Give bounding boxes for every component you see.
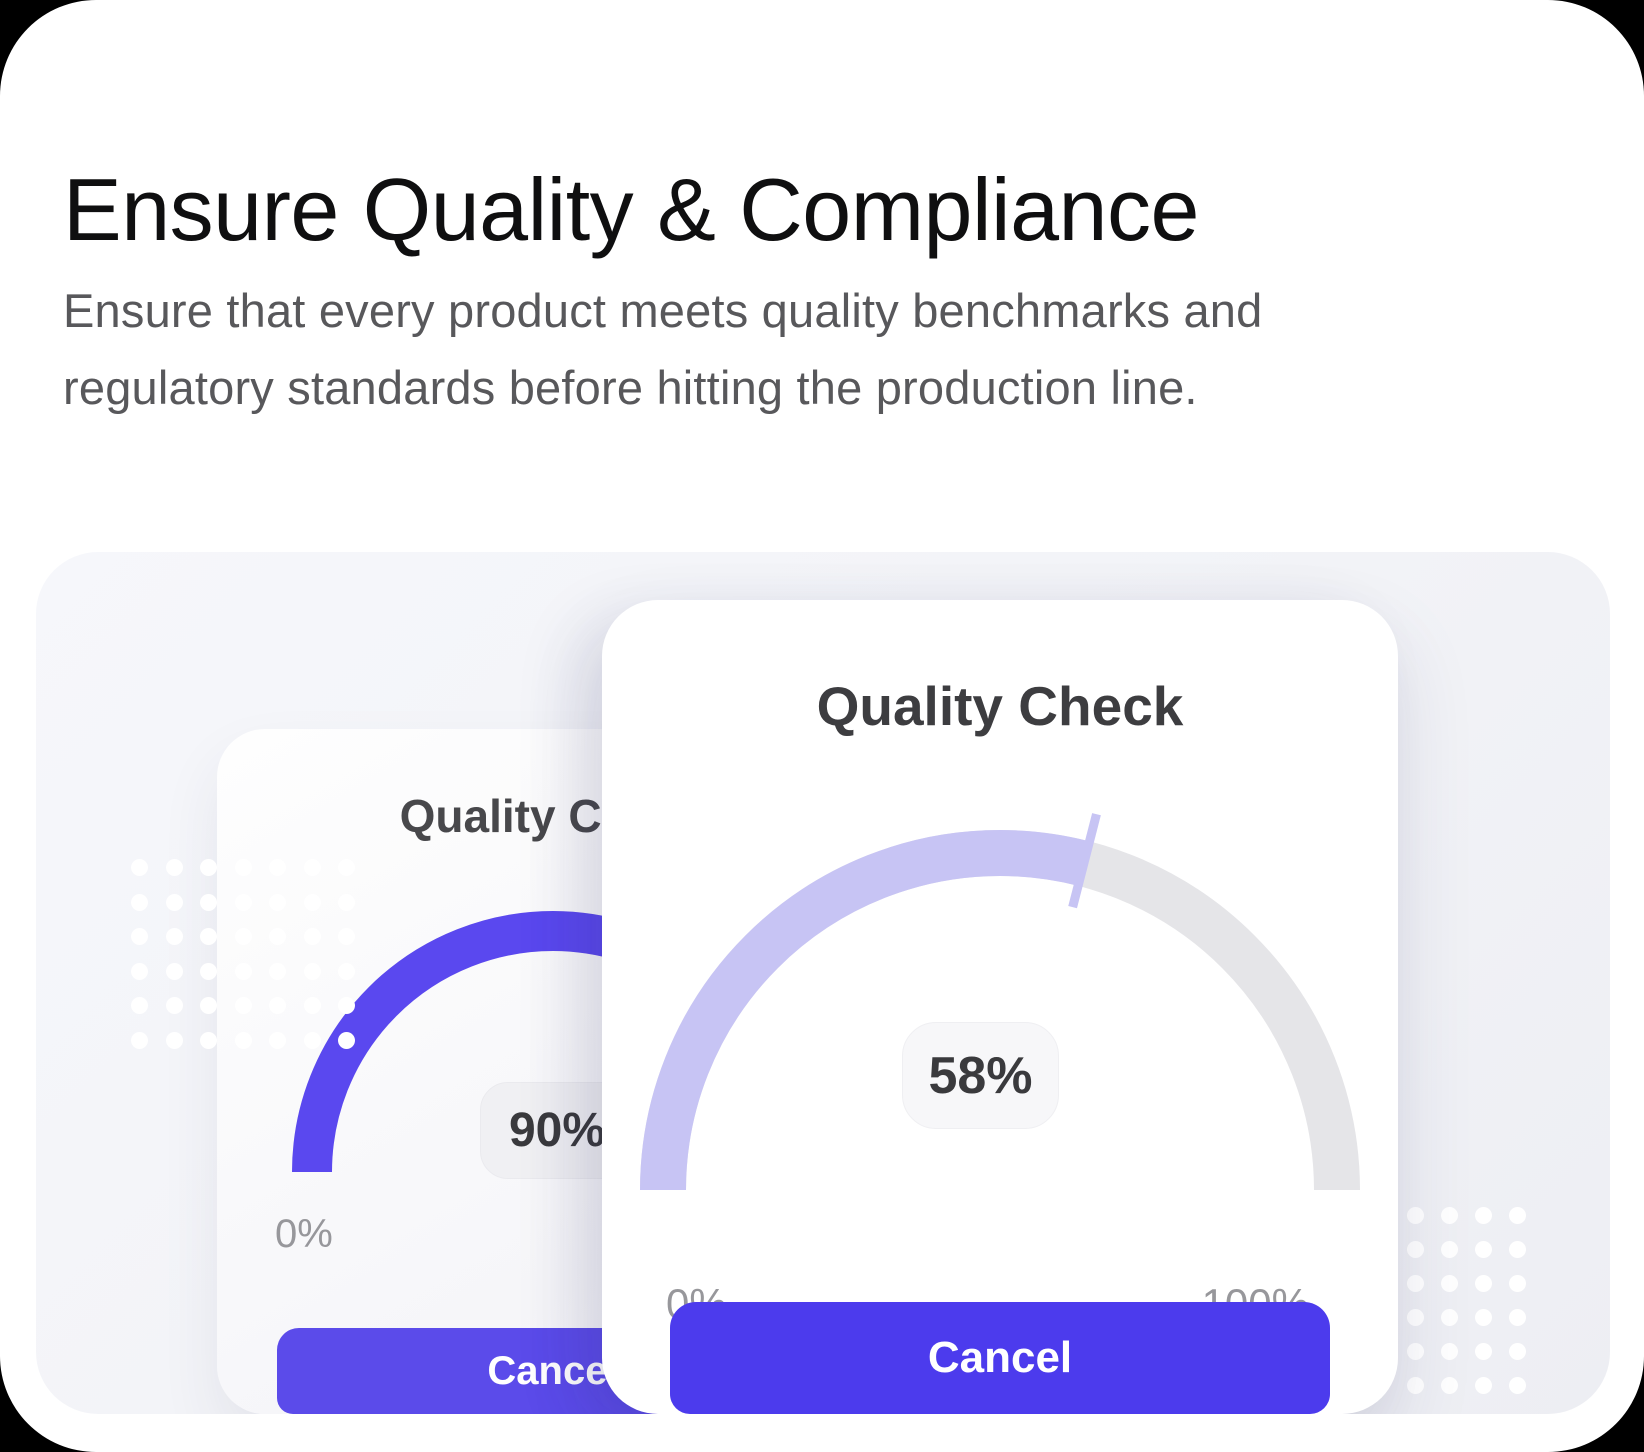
card-title: Quality Check [816,675,1184,737]
decorative-dot [1509,1275,1526,1292]
decorative-dot [1407,1241,1424,1258]
gauge-needle-tick [1068,813,1101,909]
page-title: Ensure Quality & Compliance [63,159,1199,259]
decorative-dot [269,893,286,911]
decorative-dot [131,962,148,980]
decorative-dot [269,859,286,876]
decorative-dot [234,997,252,1014]
decorative-dot [165,928,183,945]
decorative-dot [234,928,252,945]
decorative-dot [1509,1207,1526,1224]
decorative-dot [131,928,148,945]
gauge-fill-arc [640,830,1360,1191]
decorative-dot [165,962,183,980]
decorative-dot [1475,1377,1492,1394]
decorative-dot [1441,1377,1458,1394]
decorative-dot [200,997,217,1014]
decorative-dot [200,859,217,876]
decorative-dot [303,997,321,1014]
decorative-dot [338,928,355,945]
decorative-dot [303,893,321,911]
decorative-dot [1509,1309,1526,1326]
decorative-dot [1441,1207,1458,1224]
cancel-button[interactable]: Cancel [670,1302,1330,1414]
decorative-dot [1441,1241,1458,1258]
decorative-dot [1509,1241,1526,1258]
decorative-dot [1441,1275,1458,1292]
decorative-dot [338,962,355,980]
decorative-dot [269,928,286,945]
decorative-dot [234,893,252,911]
page-description: Ensure that every product meets quality … [63,272,1262,426]
decorative-dot [1407,1343,1424,1360]
decorative-dot [338,893,355,911]
decorative-dot [303,859,321,876]
decorative-dot [338,1031,355,1049]
page-description-line-1: Ensure that every product meets quality … [63,284,1263,337]
decorative-dot [200,962,217,980]
decorative-dot [200,928,217,945]
decorative-dot [165,997,183,1014]
decorative-dot [1475,1275,1492,1292]
decorative-dot [234,859,252,876]
decorative-dot [200,893,217,911]
decorative-dot [1475,1241,1492,1258]
decorative-dot [303,1031,321,1049]
decorative-dot [234,1031,252,1049]
decorative-dot [200,1031,217,1049]
decorative-dot [165,893,183,911]
decorative-dot [1407,1275,1424,1292]
decorative-dot [1475,1207,1492,1224]
decorative-dot [338,859,355,876]
decorative-dot [165,859,183,876]
decorative-dot [338,997,355,1014]
decorative-dot [269,997,286,1014]
decorative-dot [131,997,148,1014]
decorative-dot [1509,1343,1526,1360]
decorative-dot [131,1031,148,1049]
decorative-dot [1407,1377,1424,1394]
decorative-dot [1407,1207,1424,1224]
decorative-dot [269,962,286,980]
decorative-dot [1407,1309,1424,1326]
decorative-dot [1509,1377,1526,1394]
decorative-dot [1441,1309,1458,1326]
decorative-dot [303,962,321,980]
decorative-dot [1475,1343,1492,1360]
feature-mock-panel: Quality Check 90% 0% 100% Cancel Quality… [36,552,1610,1414]
decorative-dot [1441,1343,1458,1360]
decorative-dot [165,1031,183,1049]
decorative-dot [131,859,148,876]
quality-check-card-front: Quality Check 58% 0% 100% Cancel [602,600,1398,1414]
gauge-min-label: 0% [275,1212,333,1256]
decorative-dot [269,1031,286,1049]
decorative-dot [303,928,321,945]
gauge-value-badge: 58% [902,1022,1059,1129]
decorative-dot [131,893,148,911]
decorative-dot [234,962,252,980]
gauge-chart [640,813,1360,1191]
page-description-line-2: regulatory standards before hitting the … [63,361,1198,414]
decorative-dot [1475,1309,1492,1326]
